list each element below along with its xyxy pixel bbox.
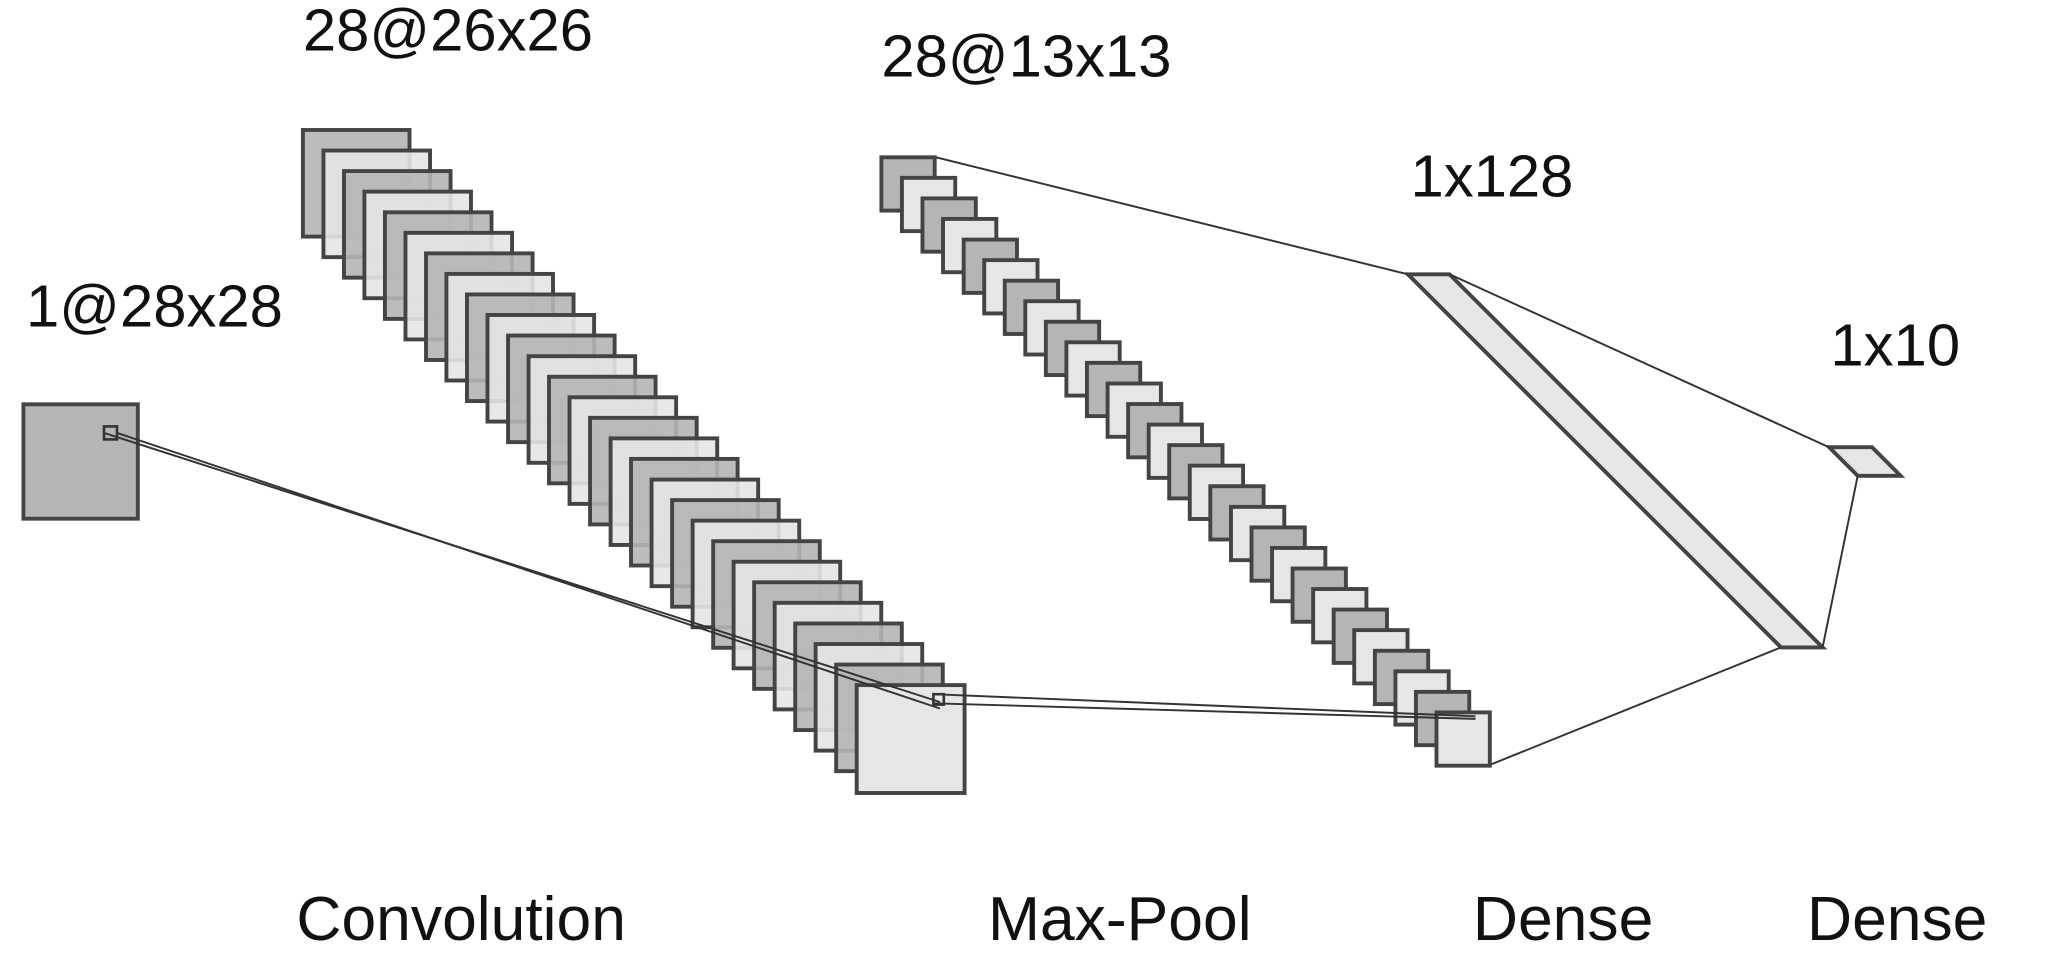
- dense2-shape-label: 1x10: [1830, 310, 1961, 379]
- dense-layers: [1403, 272, 1906, 650]
- input-image: [21, 402, 140, 521]
- convolution-operation-label: Convolution: [296, 885, 626, 955]
- convolution-layer-stack: [300, 128, 967, 795]
- connection-line: [116, 431, 941, 710]
- maxpool-operation-label: Max-Pool: [987, 885, 1252, 955]
- diagram-canvas: [21, 128, 1906, 795]
- pool-shape-label: 28@13x13: [881, 22, 1172, 90]
- dense1-vector: [1403, 272, 1828, 650]
- pool-feature-map: [1434, 710, 1492, 768]
- cnn-architecture-diagram: 1@28x28 28@26x26 28@13x13 1x128 1x10 Con…: [21, 0, 1988, 955]
- conv-feature-map: [854, 683, 967, 795]
- connection-line: [1490, 646, 1782, 766]
- connection-line: [933, 702, 1476, 720]
- connection-line: [933, 693, 1476, 718]
- input-shape-label: 1@28x28: [26, 271, 283, 340]
- connection-lines: [103, 156, 1859, 766]
- connection-line: [1821, 475, 1859, 648]
- dense1-operation-label: Dense: [1472, 885, 1654, 955]
- conv-pool-window: [932, 692, 946, 706]
- dense2-vector: [1824, 445, 1906, 478]
- maxpool-layer-stack: [879, 155, 1492, 768]
- connection-line: [1449, 273, 1830, 449]
- conv-shape-label: 28@26x26: [302, 0, 594, 64]
- connection-line: [103, 431, 941, 703]
- dense1-shape-label: 1x128: [1410, 141, 1574, 210]
- connection-line: [935, 156, 1409, 276]
- dense2-operation-label: Dense: [1806, 885, 1988, 955]
- input-layer: [21, 402, 140, 521]
